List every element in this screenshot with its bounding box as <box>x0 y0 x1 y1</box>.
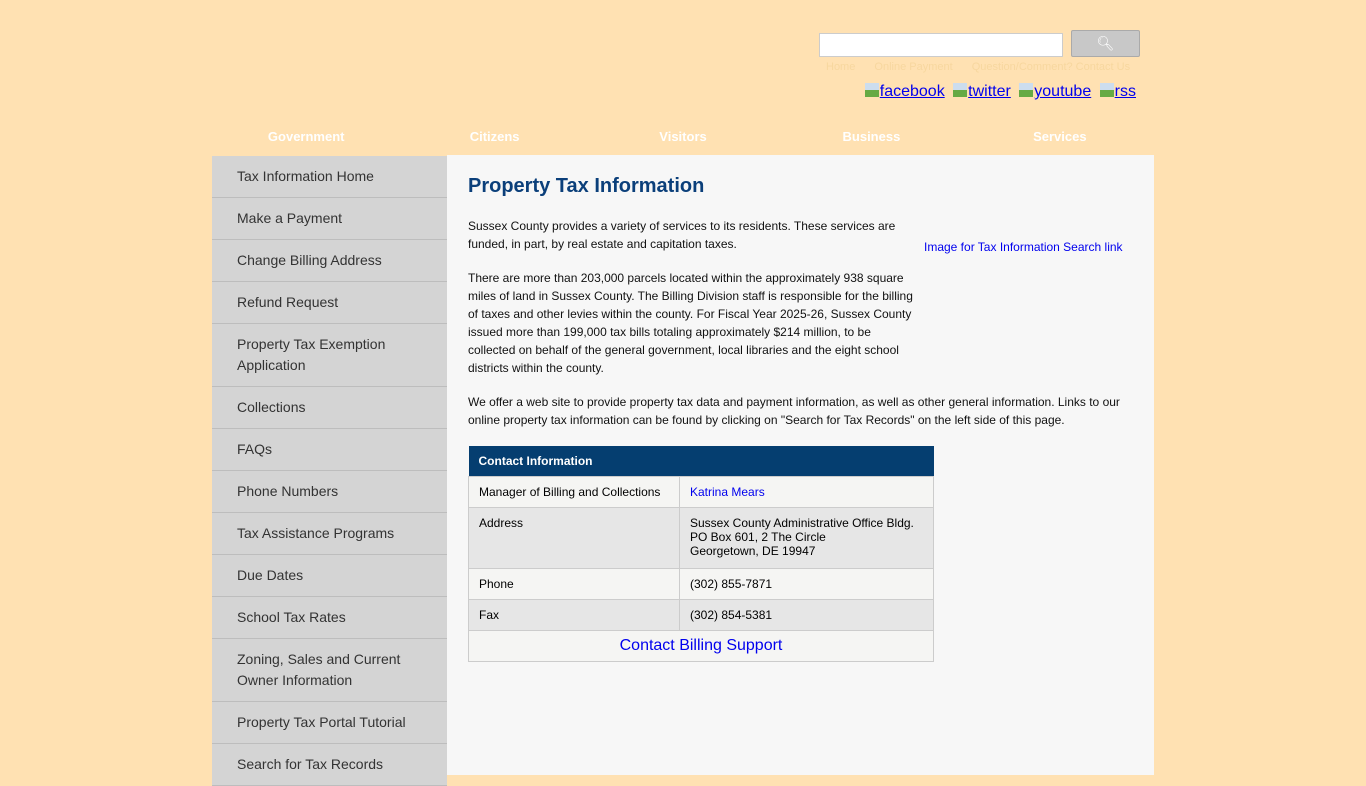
nav-citizens[interactable]: Citizens <box>469 129 520 144</box>
twitter-link[interactable]: twitter <box>953 83 1011 100</box>
sidebar-item[interactable]: Due Dates <box>212 555 447 597</box>
link-home[interactable]: Home <box>826 61 856 73</box>
sidebar-item[interactable]: Make a Payment <box>212 198 447 240</box>
sidebar: Tax Information Home Make a Payment Chan… <box>212 156 447 786</box>
row-label: Phone <box>468 568 680 600</box>
website-paragraph: We offer a web site to provide property … <box>468 395 1120 427</box>
contact-billing-support-link[interactable]: Contact Billing Support <box>619 637 783 654</box>
youtube-link[interactable]: youtube <box>1019 83 1091 100</box>
tax-search-image-link[interactable]: Image for Tax Information Search link <box>924 240 1123 254</box>
parcels-paragraph: There are more than 203,000 parcels loca… <box>468 271 913 375</box>
page-title: Property Tax Information <box>468 175 705 197</box>
row-label: Address <box>468 507 680 569</box>
sidebar-item[interactable]: Change Billing Address <box>212 240 447 282</box>
link-contact-us[interactable]: Question/Comment? Contact Us <box>971 61 1131 73</box>
facebook-link[interactable]: facebook <box>865 83 945 100</box>
link-online-payment[interactable]: Online Payment <box>874 61 953 73</box>
table-row: Manager of Billing and Collections Katrin… <box>468 476 934 508</box>
sidebar-item[interactable]: Tax Information Home <box>212 156 447 198</box>
sidebar-item[interactable]: Tax Assistance Programs <box>212 513 447 555</box>
social-links: facebook twitter youtube rss <box>861 83 1136 101</box>
sidebar-item[interactable]: Property Tax Portal Tutorial <box>212 702 447 744</box>
sidebar-item[interactable]: Refund Request <box>212 282 447 324</box>
nav-government[interactable]: Government <box>267 129 345 144</box>
sidebar-item[interactable]: Collections <box>212 387 447 429</box>
main-content: Property Tax Information Sussex County p… <box>447 155 1154 775</box>
sidebar-item[interactable]: Search for Tax Records <box>212 744 447 786</box>
table-row: Address Sussex County Administrative Offi… <box>468 507 934 569</box>
search-button[interactable]: 🔍︎ <box>1071 30 1140 57</box>
sidebar-item[interactable]: Zoning, Sales and Current Owner Informat… <box>212 639 447 702</box>
row-label: Manager of Billing and Collections <box>468 476 680 508</box>
sidebar-item[interactable]: Property Tax Exemption Application <box>212 324 447 387</box>
sidebar-item[interactable]: School Tax Rates <box>212 597 447 639</box>
intro-paragraph: Sussex County provides a variety of serv… <box>468 219 896 251</box>
row-label: Fax <box>468 599 680 631</box>
top-links: Home Online Payment Question/Comment? Co… <box>826 61 1146 73</box>
table-row: Phone (302) 855-7871 <box>468 568 934 600</box>
table-row: Fax (302) 854-5381 <box>468 599 934 631</box>
manager-link[interactable]: Katrina Mears <box>690 485 765 499</box>
address-value: Sussex County Administrative Office Bldg… <box>679 507 934 569</box>
main-nav: Government Citizens Visitors Business Se… <box>212 124 1154 154</box>
search-input[interactable] <box>819 33 1063 57</box>
sidebar-item[interactable]: FAQs <box>212 429 447 471</box>
rss-link[interactable]: rss <box>1100 83 1136 100</box>
nav-visitors[interactable]: Visitors <box>659 129 707 144</box>
nav-business[interactable]: Business <box>842 129 901 144</box>
contact-table: Contact Information Manager of Billing a… <box>468 446 934 662</box>
contact-header: Contact Information <box>468 446 934 477</box>
search-icon: 🔍︎ <box>1096 35 1115 51</box>
sidebar-item[interactable]: Phone Numbers <box>212 471 447 513</box>
phone-value: (302) 855-7871 <box>679 568 934 600</box>
fax-value: (302) 854-5381 <box>679 599 934 631</box>
nav-services[interactable]: Services <box>1033 129 1087 144</box>
